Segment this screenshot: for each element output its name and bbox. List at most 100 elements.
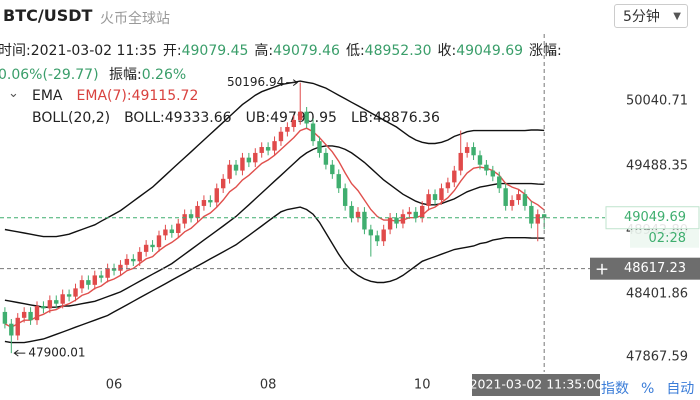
crosshair-time-label: 2021-03-02 11:35:00	[470, 377, 603, 392]
candle-body	[150, 244, 155, 248]
legend-item: BOLL(20,2)	[32, 110, 111, 126]
crosshair-price-box	[614, 257, 700, 280]
candle-body	[92, 275, 97, 285]
info-value: 49079.46	[273, 43, 340, 59]
candle-body	[323, 152, 329, 165]
info-value: 49049.69	[456, 43, 524, 59]
info-value: 0.26%	[141, 67, 187, 83]
candle-body	[368, 229, 374, 236]
candle-body	[66, 294, 72, 297]
candle-body	[214, 188, 219, 203]
candle-body	[137, 251, 142, 262]
info-row: 时间:2021-03-02 11:35 开:49079.45 高:49079.46 低…	[0, 40, 568, 60]
candle-body	[541, 214, 547, 218]
candle-body	[143, 244, 149, 252]
info-label: 收:	[437, 43, 457, 59]
y-tick-label: 50040.71	[626, 94, 688, 109]
countdown-box	[630, 229, 699, 248]
candle-body	[509, 200, 515, 206]
candle-body	[464, 147, 470, 153]
candle-body	[208, 200, 213, 203]
info-label: 涨幅:	[529, 43, 562, 59]
info-label: 低:	[345, 43, 365, 59]
candle-body	[227, 164, 232, 179]
indicator-line	[4, 145, 545, 308]
info-label: 振幅:	[108, 67, 142, 83]
axis-button[interactable]: 自动	[666, 381, 695, 397]
candle-body	[445, 182, 451, 189]
x-tick-label: 06	[106, 378, 123, 393]
candle-body	[188, 214, 194, 218]
candle-body	[2, 311, 8, 324]
indicator-line	[4, 206, 545, 344]
add-order-button[interactable]: +	[590, 257, 614, 280]
candle-body	[310, 123, 316, 142]
axis-buttons: 指数% 自动	[601, 378, 700, 398]
collapse-icon[interactable]: ⌄	[8, 86, 19, 101]
candle-body	[349, 205, 354, 218]
candle-body	[86, 280, 91, 285]
interval-dropdown[interactable]: 5分钟 ▼	[614, 4, 688, 28]
info-label: 高:	[254, 43, 274, 59]
candle-body	[28, 311, 33, 321]
info-label: 开:	[162, 43, 182, 59]
candle-body	[336, 174, 341, 189]
candle-body	[420, 205, 425, 218]
arrow	[13, 349, 26, 357]
candle-body	[47, 300, 53, 309]
candle-body	[41, 306, 46, 309]
candle-body	[34, 306, 40, 321]
caret-icon: ▼	[673, 11, 681, 22]
candle-body	[169, 229, 175, 234]
candle-body	[394, 217, 399, 224]
candle-body	[246, 157, 252, 163]
legend-item: BOLL:49333.66	[124, 110, 232, 126]
candle-body	[400, 214, 406, 224]
info-value: 0.06%(-29.77)	[0, 67, 99, 83]
current-price-box	[605, 206, 700, 230]
candle-body	[156, 235, 162, 248]
candle-body	[9, 323, 14, 336]
legend-item: UB:49790.95	[245, 110, 337, 126]
x-tick-label: 08	[260, 378, 277, 393]
candle-body	[233, 164, 239, 171]
candle-body	[529, 205, 534, 224]
button-icon: +	[595, 260, 609, 280]
candle-body	[342, 188, 348, 206]
arrow	[286, 79, 299, 87]
axis-button[interactable]: 指数	[601, 381, 629, 397]
axis-button[interactable]: %	[641, 381, 655, 397]
candle-body	[285, 127, 290, 132]
candle-body	[265, 147, 271, 151]
candle-body	[240, 157, 245, 171]
candle-body	[278, 131, 284, 142]
candle-body	[124, 258, 130, 265]
candle-body	[291, 119, 296, 128]
candle-body	[535, 214, 540, 224]
candle-body	[163, 229, 168, 236]
candle-body	[439, 188, 444, 201]
candle-body	[375, 235, 380, 242]
candle-body	[413, 211, 418, 218]
candle-body	[407, 211, 412, 215]
candle-body	[176, 223, 181, 234]
symbol-title: BTC/USDT	[3, 6, 93, 25]
candle-body	[105, 268, 110, 278]
min-price-label: 47900.01	[28, 346, 85, 360]
candle-body	[118, 264, 123, 271]
exchange-name: 火币全球站	[100, 11, 170, 27]
candle-body	[522, 194, 528, 206]
candle-body	[21, 311, 27, 318]
candle-body	[304, 111, 309, 124]
candle-body	[195, 205, 200, 218]
crosshair-time-box	[472, 374, 600, 396]
legend-item: EMA	[32, 88, 63, 104]
candle-body	[452, 170, 457, 183]
indicator-line	[4, 80, 545, 238]
info-value: 49079.45	[181, 43, 249, 59]
candle-body	[426, 194, 431, 206]
candle-body	[497, 176, 502, 189]
candle-body	[259, 147, 264, 153]
